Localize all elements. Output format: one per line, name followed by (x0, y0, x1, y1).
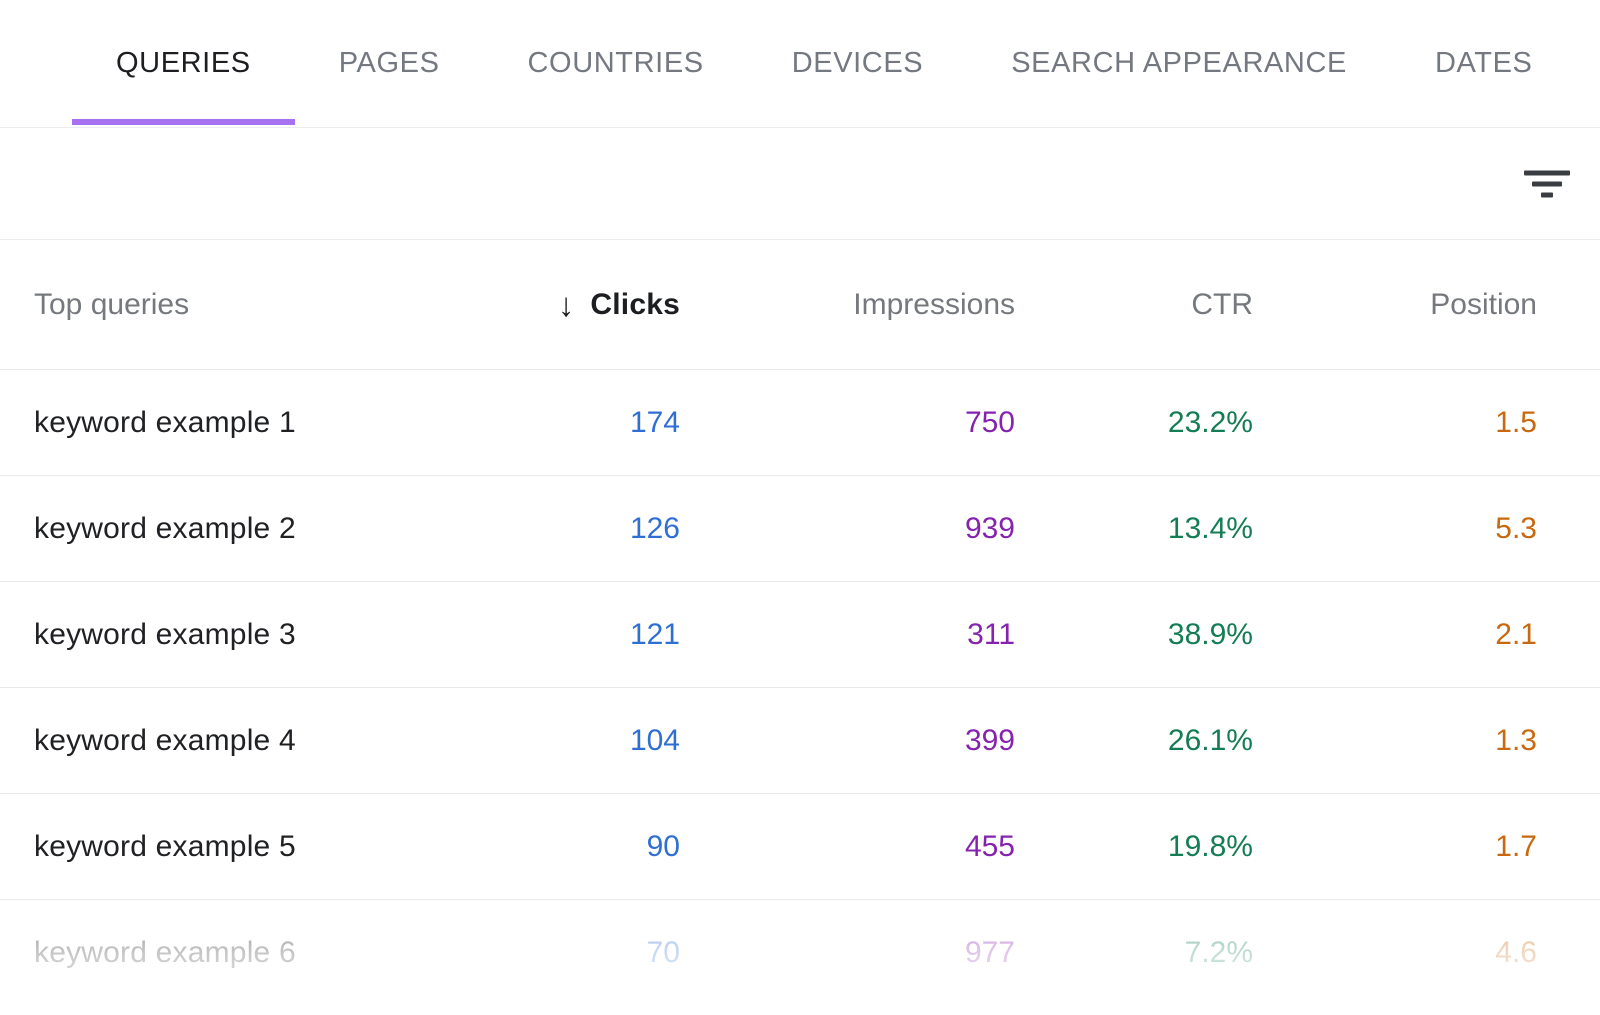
clicks-cell: 121 (629, 617, 680, 651)
column-header-position[interactable]: Position (1430, 287, 1537, 321)
column-header-impressions[interactable]: Impressions (853, 287, 1015, 321)
table-toolbar (0, 128, 1600, 240)
tab-countries[interactable]: COUNTRIES (527, 47, 704, 79)
table-row[interactable]: keyword example 6 70 977 7.2% 4.6 (0, 900, 1600, 1006)
position-cell: 1.5 (1495, 405, 1537, 439)
filter-bar-bottom (1541, 192, 1553, 197)
impressions-cell: 939 (964, 511, 1015, 545)
query-cell: keyword example 3 (34, 617, 296, 651)
query-cell: keyword example 5 (34, 829, 296, 863)
impressions-cell: 399 (964, 723, 1015, 757)
column-header-clicks-label: Clicks (590, 287, 680, 321)
column-header-ctr[interactable]: CTR (1191, 287, 1253, 321)
ctr-cell: 23.2% (1167, 405, 1253, 439)
query-cell: keyword example 1 (34, 405, 296, 439)
position-cell: 1.7 (1495, 829, 1537, 863)
table-row[interactable]: keyword example 4 104 399 26.1% 1.3 (0, 688, 1600, 794)
position-cell: 1.3 (1495, 723, 1537, 757)
impressions-cell: 455 (964, 829, 1015, 863)
column-header-clicks[interactable]: ↓ Clicks (480, 288, 680, 322)
table-row[interactable]: keyword example 2 126 939 13.4% 5.3 (0, 476, 1600, 582)
position-cell: 4.6 (1495, 935, 1537, 969)
report-tabs: QUERIES PAGES COUNTRIES DEVICES SEARCH A… (0, 0, 1600, 128)
clicks-cell: 174 (629, 405, 680, 439)
ctr-cell: 7.2% (1184, 935, 1253, 969)
tab-devices[interactable]: DEVICES (791, 47, 924, 79)
position-cell: 2.1 (1495, 617, 1537, 651)
query-cell: keyword example 4 (34, 723, 296, 757)
impressions-cell: 977 (964, 935, 1015, 969)
query-cell: keyword example 2 (34, 511, 296, 545)
arrow-down-icon: ↓ (557, 286, 575, 323)
clicks-cell: 126 (629, 511, 680, 545)
tab-queries[interactable]: QUERIES (72, 0, 295, 127)
ctr-cell: 13.4% (1167, 511, 1253, 545)
clicks-cell: 90 (646, 829, 680, 863)
query-cell: keyword example 6 (34, 935, 296, 969)
position-cell: 5.3 (1495, 511, 1537, 545)
filter-bar-middle (1532, 181, 1562, 186)
ctr-cell: 19.8% (1167, 829, 1253, 863)
filter-list-icon[interactable] (1524, 170, 1570, 197)
tab-search-appearance[interactable]: SEARCH APPEARANCE (1011, 47, 1347, 79)
impressions-cell: 750 (964, 405, 1015, 439)
tab-pages[interactable]: PAGES (338, 47, 440, 79)
table-row[interactable]: keyword example 3 121 311 38.9% 2.1 (0, 582, 1600, 688)
table-header-row: Top queries ↓ Clicks Impressions CTR Pos… (0, 240, 1600, 370)
table-row[interactable]: keyword example 1 174 750 23.2% 1.5 (0, 370, 1600, 476)
clicks-cell: 70 (646, 935, 680, 969)
table-row[interactable]: keyword example 5 90 455 19.8% 1.7 (0, 794, 1600, 900)
impressions-cell: 311 (967, 617, 1015, 651)
column-header-top-queries[interactable]: Top queries (34, 287, 190, 321)
tab-dates[interactable]: DATES (1434, 47, 1533, 79)
clicks-cell: 104 (629, 723, 680, 757)
filter-bar-top (1524, 170, 1570, 175)
ctr-cell: 38.9% (1167, 617, 1253, 651)
ctr-cell: 26.1% (1167, 723, 1253, 757)
